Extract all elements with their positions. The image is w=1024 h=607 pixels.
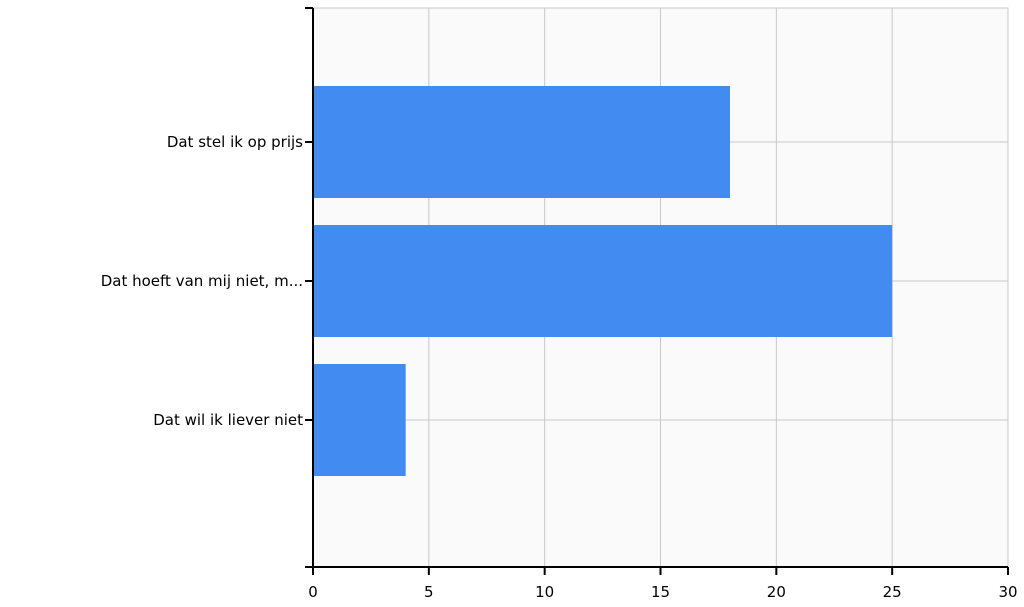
y-axis-categories: Dat stel ik op prijs Dat hoeft van mij ni… [101, 133, 313, 429]
y-category-label: Dat hoeft van mij niet, m... [101, 272, 303, 290]
x-tick-label: 0 [308, 583, 318, 601]
x-tick-label: 15 [651, 583, 670, 601]
y-category-label: Dat stel ik op prijs [167, 133, 303, 151]
bar[interactable] [313, 225, 893, 337]
x-tick-label: 10 [535, 583, 554, 601]
y-category-label: Dat wil ik liever niet [153, 411, 303, 429]
x-tick-label: 30 [998, 583, 1017, 601]
bar[interactable] [313, 86, 730, 198]
x-tick-label: 5 [424, 583, 434, 601]
bar[interactable] [313, 364, 406, 476]
x-tick-label: 25 [883, 583, 902, 601]
bars [313, 86, 893, 476]
x-axis-ticks: 0 5 10 15 20 25 30 [308, 567, 1018, 601]
x-tick-label: 20 [767, 583, 786, 601]
